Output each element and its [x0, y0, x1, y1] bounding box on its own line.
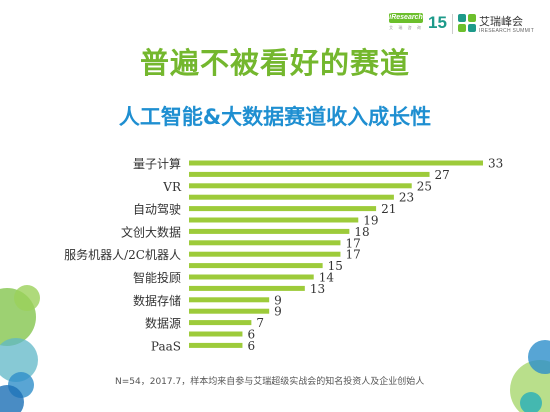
- bar: [189, 331, 243, 337]
- category-label: 服务机器人/2C机器人: [64, 247, 181, 262]
- bar: [189, 206, 377, 212]
- bar-value-label: 6: [247, 328, 255, 342]
- category-label: 智能投顾: [133, 270, 181, 285]
- anniversary-text: 15: [428, 13, 447, 32]
- summit-name: 艾瑞峰会: [479, 15, 523, 28]
- bar-value-label: 19: [363, 214, 378, 228]
- bar: [189, 274, 314, 280]
- bar: [189, 342, 243, 348]
- bar: [189, 308, 270, 314]
- decorative-bubble: [14, 285, 40, 311]
- bar: [189, 171, 430, 177]
- bar-value-label: 15: [328, 259, 343, 273]
- bar-value-label: 14: [319, 271, 335, 285]
- summit-name-en: IRESEARCH SUMMIT: [479, 28, 535, 34]
- bar-value-label: 17: [345, 236, 360, 250]
- summit-logo: 艾瑞峰会 IRESEARCH SUMMIT: [458, 13, 538, 37]
- bar: [189, 217, 359, 223]
- chart-title: 人工智能&大数据赛道收入成长性: [118, 105, 432, 129]
- summit-mark-icon: [458, 14, 476, 32]
- bar: [189, 183, 412, 189]
- bar: [189, 297, 270, 303]
- bar-value-label: 17: [345, 248, 360, 262]
- bar: [189, 320, 252, 326]
- bar: [189, 228, 350, 234]
- bar-value-label: 27: [435, 168, 450, 182]
- bar-value-label: 9: [274, 305, 282, 319]
- bar-value-label: 18: [354, 225, 369, 239]
- logo-divider: [452, 14, 453, 34]
- category-label: VR: [162, 180, 182, 194]
- category-label: 数据存储: [133, 293, 181, 308]
- decorative-bubble: [528, 340, 550, 374]
- bar-value-label: 7: [256, 316, 264, 330]
- bar-value-label: 33: [488, 157, 503, 171]
- category-label: 数据源: [145, 316, 181, 331]
- anniversary-logo: 15: [428, 12, 448, 34]
- iresearch-logo-text: iResearch: [389, 13, 423, 23]
- bar: [189, 194, 394, 200]
- footnote: N=54，2017.7，样本均来自参与艾瑞超级实战会的知名投资人及企业创始人: [115, 377, 425, 387]
- iresearch-logo: iResearch 艾 瑞 咨 询: [389, 13, 423, 33]
- bar: [189, 263, 323, 269]
- category-label: 自动驾驶: [133, 202, 181, 217]
- bar-value-label: 13: [310, 282, 325, 296]
- bar-value-label: 21: [381, 202, 396, 216]
- bar: [189, 240, 341, 246]
- bar-value-label: 6: [247, 339, 255, 353]
- decorative-bubble: [520, 392, 542, 412]
- category-label: PaaS: [151, 339, 181, 353]
- category-label: 量子计算: [133, 156, 181, 171]
- bar: [189, 160, 483, 166]
- category-label: 文创大数据: [121, 224, 181, 239]
- bar-value-label: 25: [417, 179, 432, 193]
- bar: [189, 285, 305, 291]
- bar-value-label: 9: [274, 293, 282, 307]
- page-title: 普遍不被看好的赛道: [139, 46, 410, 80]
- iresearch-logo-subtext: 艾 瑞 咨 询: [389, 25, 423, 30]
- bar: [189, 251, 341, 257]
- bar-value-label: 23: [399, 191, 414, 205]
